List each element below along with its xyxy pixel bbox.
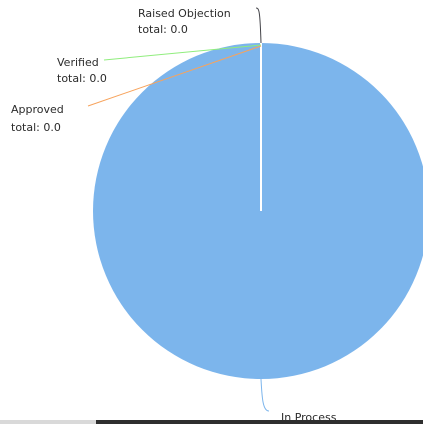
pie-slices — [93, 43, 423, 379]
slice-value-verified: total: 0.0 — [57, 72, 107, 85]
pie-slice-in-process[interactable] — [93, 43, 423, 379]
leader-line-raised-objection — [255, 7, 262, 44]
leader-line-verified — [103, 44, 262, 61]
slice-label-raised-objection: Raised Objection — [138, 7, 231, 20]
label-approved: Approved total: 0.0 — [11, 103, 64, 134]
label-raised-objection: Raised Objection total: 0.0 — [138, 7, 231, 36]
slice-value-approved: total: 0.0 — [11, 121, 61, 134]
slice-value-raised-objection: total: 0.0 — [138, 23, 188, 36]
bottom-scrollbar — [0, 420, 423, 424]
leader-line-approved — [87, 45, 262, 107]
slice-label-approved: Approved — [11, 103, 64, 116]
leader-line-in-process — [260, 378, 270, 412]
slice-label-verified: Verified — [57, 56, 99, 69]
leader-lines — [87, 7, 270, 412]
label-verified: Verified total: 0.0 — [57, 56, 107, 85]
